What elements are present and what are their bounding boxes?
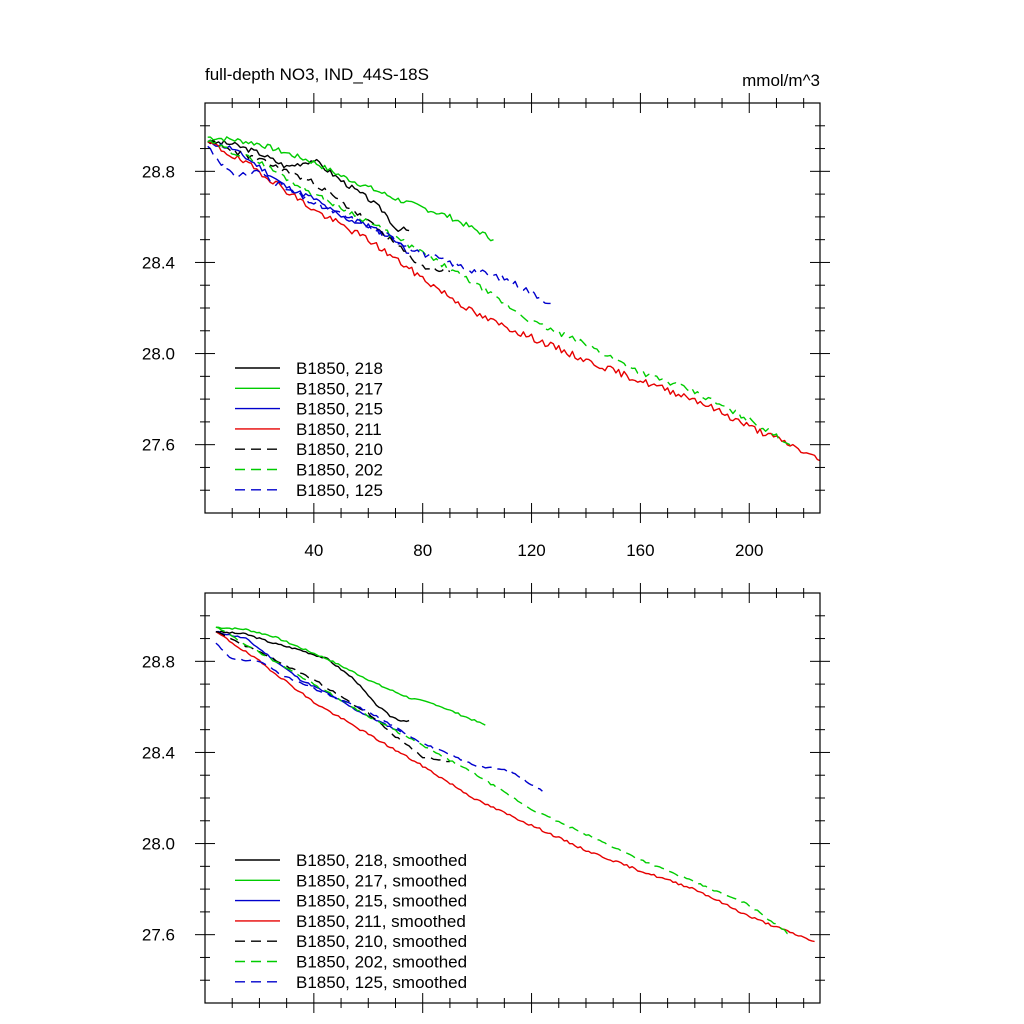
bottom-legend-label-1: B1850, 217, smoothed <box>296 871 467 890</box>
top-legend-label-1: B1850, 217 <box>296 379 383 398</box>
top-series-line-2 <box>207 139 410 254</box>
top-y-tick-label: 28.8 <box>142 162 175 181</box>
top-x-tick-label: 80 <box>413 541 432 560</box>
top-x-tick-label: 160 <box>626 541 654 560</box>
bottom-y-tick-label: 28.8 <box>142 652 175 671</box>
units-label: mmol/m^3 <box>742 71 820 90</box>
top-legend-label-6: B1850, 125 <box>296 481 383 500</box>
top-x-tick-label: 40 <box>304 541 323 560</box>
top-legend-label-5: B1850, 202 <box>296 461 383 480</box>
bottom-legend-label-3: B1850, 211, smoothed <box>296 912 466 931</box>
bottom-series-line-5 <box>215 626 791 936</box>
top-panel: 40 80 120 160 200 27.6 28.0 28.4 28.8 B1850, 218… <box>142 93 830 560</box>
chart-title: full-depth NO3, IND_44S-18S <box>205 65 429 84</box>
bottom-legend-label-6: B1850, 125, smoothed <box>296 973 467 992</box>
bottom-series-line-6 <box>215 642 543 792</box>
top-legend-label-4: B1850, 210 <box>296 440 383 459</box>
top-x-tick-label: 120 <box>517 541 545 560</box>
top-y-tick-label: 28.4 <box>142 253 175 272</box>
bottom-legend-label-4: B1850, 210, smoothed <box>296 932 467 951</box>
bottom-panel: 27.628.028.428.8 B1850, 218, smoothedB18… <box>142 583 830 1013</box>
bottom-series-line-2 <box>215 630 402 733</box>
top-series-line-4 <box>207 139 451 273</box>
bottom-legend-label-2: B1850, 215, smoothed <box>296 892 467 911</box>
bottom-series-line-3 <box>215 631 815 943</box>
top-legend-label-2: B1850, 215 <box>296 400 383 419</box>
bottom-series-line-0 <box>215 630 410 723</box>
bottom-legend-label-5: B1850, 202, smoothed <box>296 953 467 972</box>
bottom-y-tick-label: 28.4 <box>142 743 175 762</box>
top-x-tick-label: 200 <box>735 541 763 560</box>
top-series-line-6 <box>207 145 551 305</box>
top-series-line-0 <box>207 139 410 232</box>
top-series-line-1 <box>207 136 494 242</box>
bottom-y-tick-label: 27.6 <box>142 926 175 945</box>
bottom-legend-label-0: B1850, 218, smoothed <box>296 851 467 870</box>
bottom-y-tick-label: 28.0 <box>142 835 175 854</box>
top-series-line-5 <box>207 139 791 446</box>
top-legend-label-0: B1850, 218 <box>296 359 383 378</box>
top-y-tick-label: 28.0 <box>142 345 175 364</box>
top-series-line-3 <box>207 141 821 462</box>
bottom-series-line-4 <box>215 631 450 763</box>
bottom-series-line-1 <box>215 626 486 726</box>
top-legend-label-3: B1850, 211 <box>296 420 382 439</box>
top-y-tick-label: 27.6 <box>142 436 175 455</box>
